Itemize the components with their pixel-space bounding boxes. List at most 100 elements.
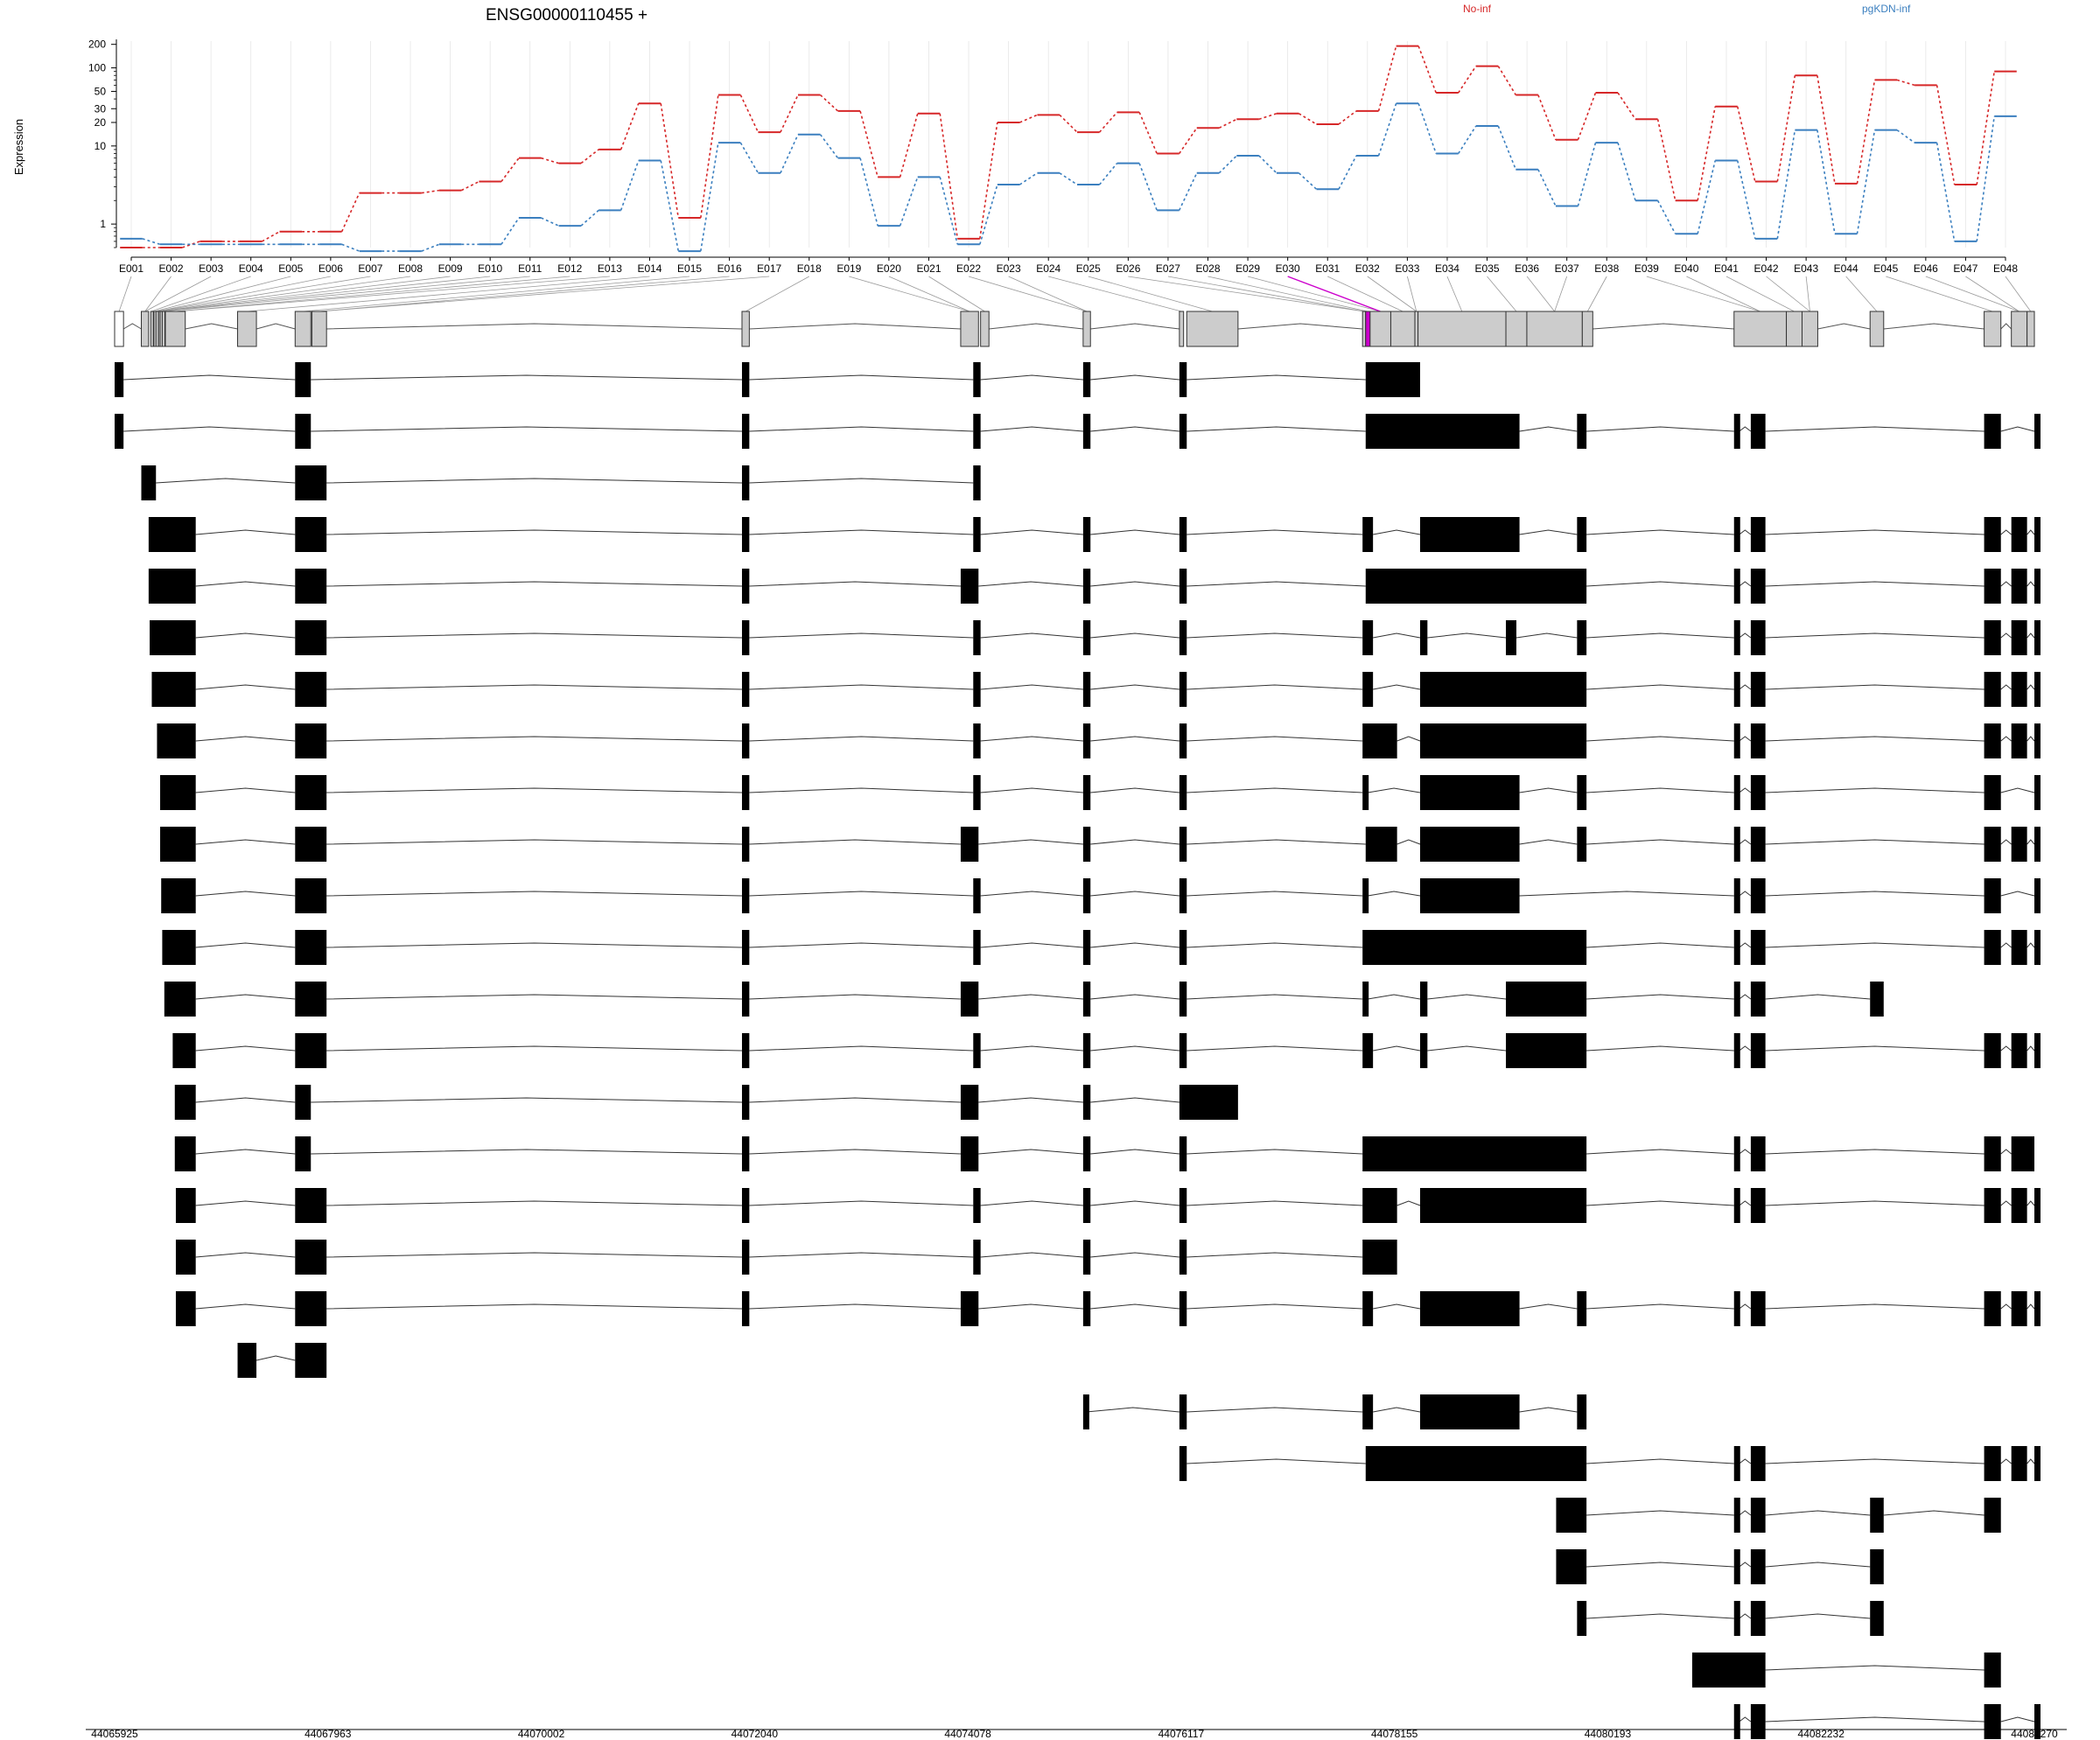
series-connector <box>1059 172 1078 185</box>
transcript-intron <box>1586 1562 1734 1568</box>
transcript-intron <box>1739 426 1752 432</box>
transcript-intron <box>1739 632 1752 639</box>
exon-connector <box>318 276 730 312</box>
transcript-intron <box>1186 994 1363 1000</box>
transcript-intron <box>1186 891 1363 897</box>
genome-tick-label: 44074078 <box>944 1728 991 1740</box>
transcript-intron <box>1765 684 1984 690</box>
model-exon <box>1733 311 1788 347</box>
transcript-intron <box>749 529 974 535</box>
transcript-exon <box>2034 775 2040 810</box>
transcript-intron <box>1739 1613 1752 1619</box>
transcript-exon <box>741 620 750 655</box>
series-connector <box>421 189 439 194</box>
series-connector <box>1697 106 1717 201</box>
transcript-intron <box>1739 684 1752 690</box>
transcript-intron <box>326 478 742 484</box>
y-tick-label: 20 <box>94 116 107 129</box>
transcript-exon <box>295 930 327 965</box>
series-connector <box>739 142 760 174</box>
exon-label: E039 <box>1634 262 1659 275</box>
transcript-intron <box>1739 839 1752 845</box>
model-exon <box>1526 311 1583 347</box>
transcript-exon <box>1984 1291 2001 1326</box>
transcript-exon <box>1362 1394 1374 1429</box>
transcript-row <box>1733 1704 2040 1739</box>
exon-label: E042 <box>1754 262 1779 275</box>
model-intron <box>1817 323 1871 330</box>
y-tick-label: 30 <box>94 102 107 115</box>
exon-connector <box>745 276 809 312</box>
transcript-exon <box>1362 672 1374 707</box>
transcript-exon <box>1984 1704 2001 1739</box>
exon-label: E028 <box>1195 262 1220 275</box>
transcript-exon <box>1082 362 1091 397</box>
transcript-exon <box>1082 620 1091 655</box>
transcript-exon <box>741 982 750 1017</box>
exon-connector <box>1925 276 2020 312</box>
transcript-exon <box>960 827 979 862</box>
series-connector <box>620 160 640 211</box>
transcript-intron <box>2000 1045 2012 1052</box>
transcript-exon <box>151 672 196 707</box>
expression-lines <box>120 45 2017 253</box>
transcript-exon <box>1733 1601 1740 1636</box>
series-connector <box>1896 79 1915 87</box>
series-connector <box>1098 111 1118 133</box>
exon-connector <box>1327 276 1404 312</box>
model-exon <box>1414 311 1419 347</box>
transcript-intron <box>749 478 974 484</box>
transcript-exon <box>295 362 312 397</box>
transcript-intron <box>1090 1045 1180 1052</box>
transcript-intron <box>1186 1149 1363 1155</box>
exon-connector <box>144 276 212 312</box>
transcript-intron <box>1765 1303 1984 1310</box>
transcript-intron <box>195 787 296 793</box>
transcript-exon <box>1082 1136 1091 1171</box>
exon-label: E031 <box>1315 262 1340 275</box>
transcript-intron <box>156 478 296 484</box>
transcript-intron <box>749 994 961 1000</box>
transcript-exon <box>973 878 981 913</box>
transcript-intron <box>326 1200 742 1206</box>
transcript-exon <box>1733 1291 1740 1326</box>
transcript-exon <box>2034 1188 2040 1223</box>
transcript-intron <box>195 1303 296 1310</box>
transcript-intron <box>1765 426 1984 432</box>
transcript-intron <box>2026 632 2035 639</box>
transcript-intron <box>1586 581 1734 587</box>
transcript-intron <box>980 942 1083 948</box>
transcript-intron <box>1739 529 1752 535</box>
transcript-exon <box>1082 827 1091 862</box>
transcript-exon <box>2011 930 2027 965</box>
transcript-exon <box>1577 620 1587 655</box>
transcript-row <box>148 569 2040 604</box>
exon-connector <box>1646 276 1760 312</box>
transcript-exon <box>1733 930 1740 965</box>
transcript-exon <box>1750 672 1766 707</box>
transcript-intron <box>326 942 742 948</box>
transcript-intron <box>2000 684 2012 690</box>
transcript-intron <box>749 1200 974 1206</box>
transcript-intron <box>1186 374 1366 381</box>
transcript-exon <box>1362 1291 1374 1326</box>
transcript-exon <box>1365 414 1520 449</box>
transcript-intron <box>1765 1665 1984 1671</box>
transcript-exon <box>1082 1085 1091 1120</box>
transcript-intron <box>1765 994 1871 1000</box>
transcript-exon <box>1419 827 1520 862</box>
transcript-exon <box>2011 1291 2027 1326</box>
transcript-intron <box>980 736 1083 742</box>
transcript-exon <box>1870 1549 1884 1584</box>
transcript-intron <box>980 1200 1083 1206</box>
series-connector <box>1019 114 1038 123</box>
transcript-exon <box>1984 414 2001 449</box>
transcript-exon <box>295 1343 327 1378</box>
transcript-exon <box>162 930 196 965</box>
transcript-exon <box>150 620 196 655</box>
series-connector <box>1258 113 1278 121</box>
transcript-intron <box>1739 581 1752 587</box>
transcript-exon <box>1179 723 1187 758</box>
series-connector <box>1776 129 1796 239</box>
